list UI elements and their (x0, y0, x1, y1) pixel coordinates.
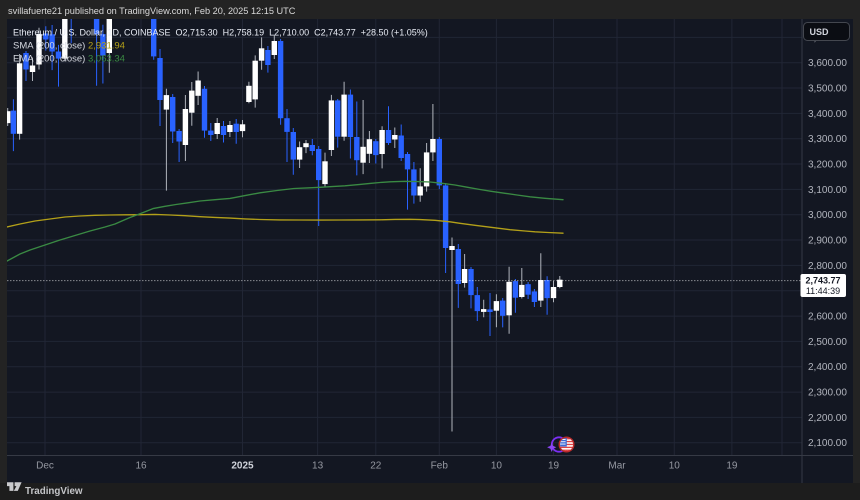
svg-text:Mar: Mar (608, 461, 626, 472)
svg-text:3,400.00: 3,400.00 (808, 109, 847, 120)
svg-text:3,500.00: 3,500.00 (808, 84, 847, 95)
svg-text:3,200.00: 3,200.00 (808, 160, 847, 171)
svg-text:svillafuerte21 published on Tr: svillafuerte21 published on TradingView.… (8, 6, 296, 16)
svg-text:2,500.00: 2,500.00 (808, 337, 847, 348)
svg-text:10: 10 (491, 461, 503, 472)
svg-text:11:44:39: 11:44:39 (806, 286, 840, 296)
svg-text:2,900.00: 2,900.00 (808, 236, 847, 247)
svg-text:2,300.00: 2,300.00 (808, 388, 847, 399)
svg-text:Dec: Dec (36, 461, 54, 472)
svg-text:2,400.00: 2,400.00 (808, 362, 847, 373)
svg-text:3,600.00: 3,600.00 (808, 58, 847, 69)
svg-text:2,200.00: 2,200.00 (808, 413, 847, 424)
svg-text:2025: 2025 (231, 461, 254, 472)
svg-text:13: 13 (312, 461, 324, 472)
svg-text:Feb: Feb (431, 461, 449, 472)
svg-text:19: 19 (548, 461, 560, 472)
svg-text:3,100.00: 3,100.00 (808, 185, 847, 196)
svg-text:SMA (200, close) 2,931.94: SMA (200, close) 2,931.94 (13, 41, 125, 52)
svg-text:2,743.77: 2,743.77 (805, 276, 840, 286)
svg-text:19: 19 (726, 461, 738, 472)
svg-text:TradingView: TradingView (25, 486, 83, 497)
svg-text:EMA (200, close) 3,063.34: EMA (200, close) 3,063.34 (13, 54, 125, 65)
svg-text:2,800.00: 2,800.00 (808, 261, 847, 272)
svg-text:Ethereum / U.S. Dollar, 1D, CO: Ethereum / U.S. Dollar, 1D, COINBASE O2,… (13, 28, 428, 38)
svg-text:3,000.00: 3,000.00 (808, 210, 847, 221)
svg-text:16: 16 (135, 461, 147, 472)
svg-text:3,300.00: 3,300.00 (808, 134, 847, 145)
svg-text:2,600.00: 2,600.00 (808, 312, 847, 323)
svg-text:USD: USD (810, 27, 830, 37)
svg-text:2,100.00: 2,100.00 (808, 438, 847, 449)
svg-text:10: 10 (669, 461, 681, 472)
svg-text:22: 22 (370, 461, 382, 472)
